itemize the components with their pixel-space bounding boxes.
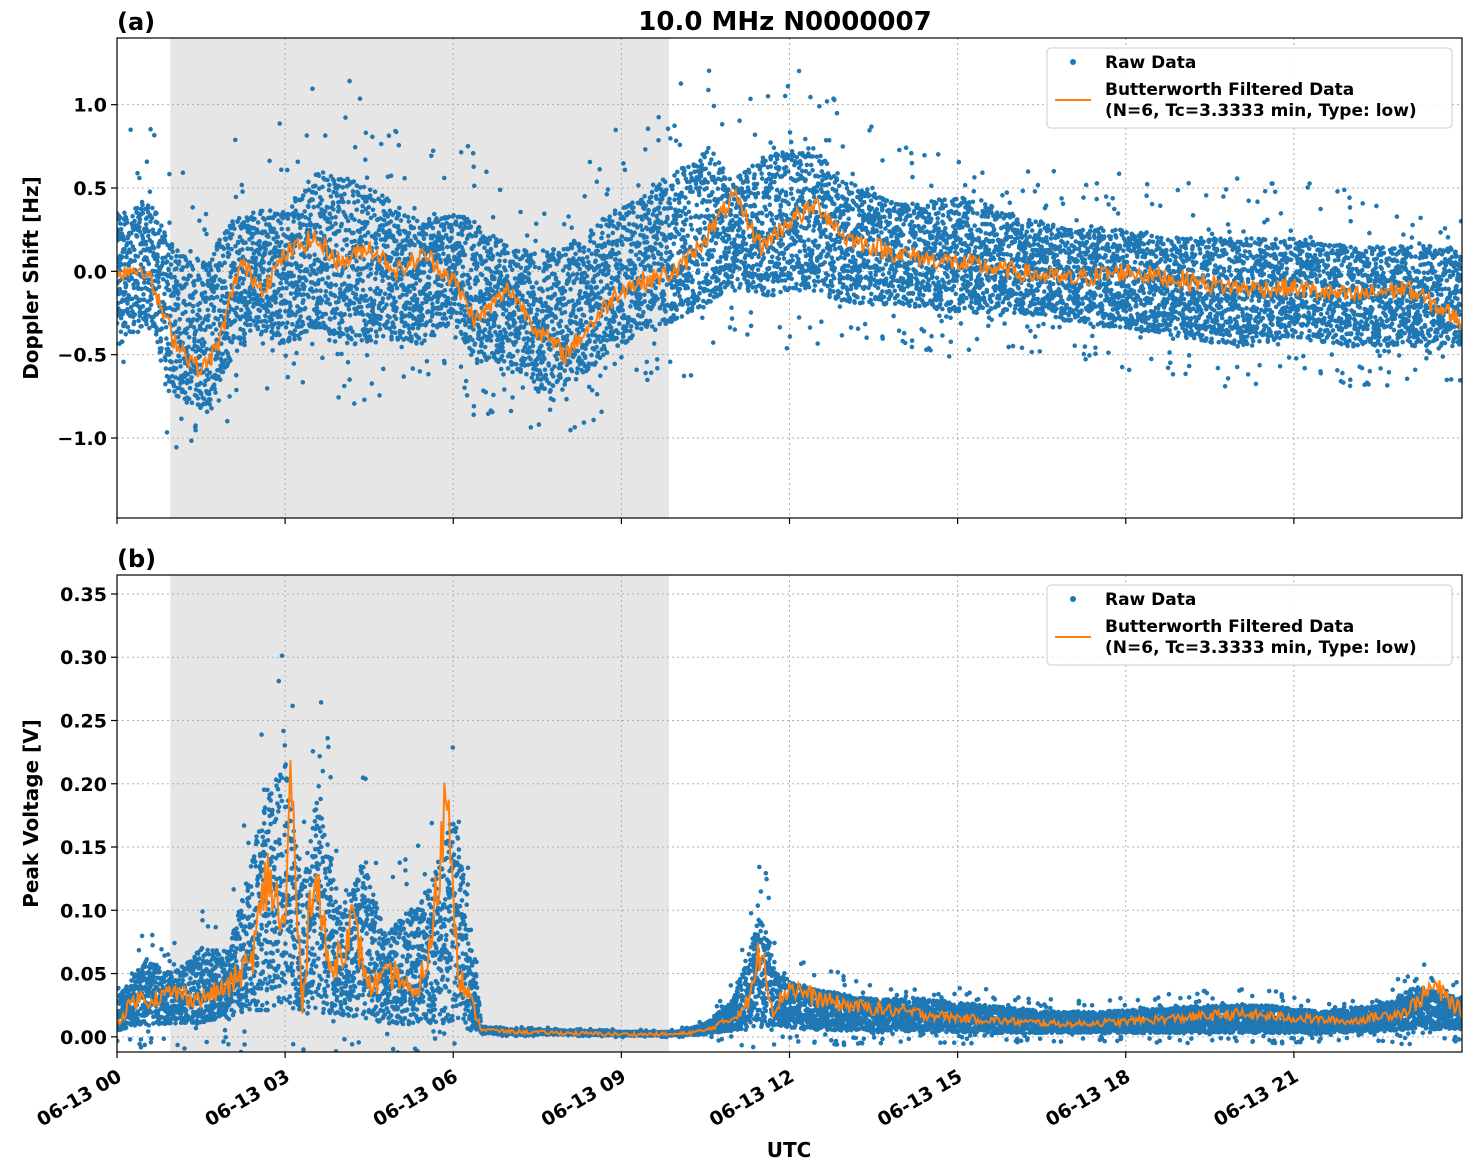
x-tick-label: 06-13 00 — [33, 1065, 125, 1131]
y-tick-label: 1.0 — [73, 95, 107, 117]
y-axis-title: Doppler Shift [Hz] — [19, 176, 43, 380]
x-tick-label: 06-13 15 — [874, 1065, 966, 1131]
panel-b-voltage: 0.35 0.30 0.25 0.20 0.15 0.10 0.05 0.00 Peak Vol… — [19, 545, 1464, 1102]
y-tick-label: 0.15 — [60, 837, 107, 859]
y-tick-label: 0.20 — [60, 774, 107, 796]
x-tick-label: 06-13 18 — [1042, 1065, 1134, 1131]
panel-a-doppler: 1.0 0.5 0.0 −0.5 −1.0 Doppler Shift [Hz] (a) Ra… — [19, 8, 1464, 524]
legend: Raw Data Butterworth Filtered Data(N=6, T… — [1047, 48, 1452, 128]
y-tick-label: 0.35 — [60, 584, 107, 606]
y-tick-label: 0.30 — [60, 647, 107, 669]
panel-label: (a) — [117, 8, 155, 36]
x-tick-labels: 06-13 00 06-13 03 06-13 06 06-13 09 06-13 12… — [33, 1065, 1302, 1131]
legend-filtered-label-line2: (N=6, Tc=3.3333 min, Type: low) — [1105, 101, 1417, 121]
legend-raw-label: Raw Data — [1105, 590, 1196, 610]
figure-title: 10.0 MHz N0000007 — [638, 7, 931, 37]
y-tick-label: 0.10 — [60, 900, 107, 922]
legend-raw-label: Raw Data — [1105, 53, 1196, 73]
legend-filtered-label-line1: Butterworth Filtered Data — [1105, 80, 1354, 100]
x-tick-label: 06-13 06 — [369, 1065, 461, 1131]
y-tick-label: 0.05 — [60, 964, 107, 986]
legend-filtered-label-line2: (N=6, Tc=3.3333 min, Type: low) — [1105, 638, 1417, 658]
y-tick-label: 0.5 — [73, 178, 107, 200]
x-tick-label: 06-13 09 — [538, 1065, 630, 1131]
y-tick-label: 0.00 — [60, 1027, 107, 1049]
legend-raw-marker — [1070, 596, 1076, 602]
x-axis-title: UTC — [767, 1138, 812, 1162]
y-tick-label: 0.0 — [73, 261, 107, 283]
y-tick-label: −0.5 — [57, 345, 107, 367]
x-tick-label: 06-13 21 — [1210, 1065, 1302, 1131]
y-axis-title: Peak Voltage [V] — [19, 719, 43, 908]
panel-label: (b) — [117, 545, 156, 573]
legend-raw-marker — [1070, 59, 1076, 65]
x-tick-label: 06-13 03 — [201, 1065, 293, 1131]
x-tick-label: 06-13 12 — [706, 1065, 798, 1131]
legend: Raw Data Butterworth Filtered Data(N=6, T… — [1047, 585, 1452, 665]
legend-filtered-label-line1: Butterworth Filtered Data — [1105, 617, 1354, 637]
y-tick-label: 0.25 — [60, 711, 107, 733]
y-tick-label: −1.0 — [57, 428, 107, 450]
